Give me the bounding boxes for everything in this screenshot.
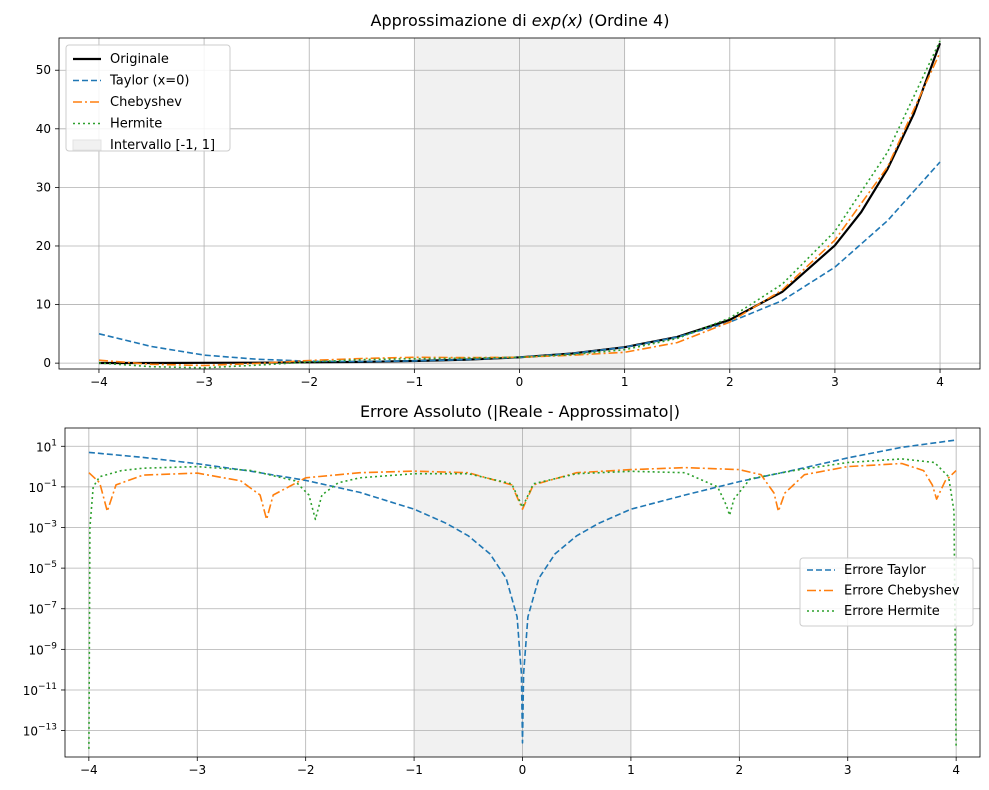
y-tick-label: 10−9 [28,641,57,657]
x-tick-label: −1 [405,763,423,777]
y-tick-label: 30 [36,180,51,194]
series-line-3 [98,40,941,369]
y-tick-label: 10−11 [23,682,57,698]
x-tick-label: −1 [406,375,424,389]
legend-label: Intervallo [-1, 1] [110,138,215,153]
series-line-1 [98,161,941,363]
y-tick-label: 101 [36,438,57,454]
x-tick-label: 4 [952,763,960,777]
legend-label: Originale [110,52,169,67]
x-tick-label: −3 [188,763,206,777]
legend-label: Taylor (x=0) [109,74,190,89]
x-tick-label: 1 [627,763,635,777]
y-tick-label: 10−13 [23,723,57,739]
y-tick-label: 50 [36,63,51,77]
legend-label: Chebyshev [110,95,182,110]
x-tick-label: 4 [936,375,944,389]
y-tick-label: 0 [43,356,51,370]
series-line-0 [88,439,957,744]
x-tick-label: 2 [736,763,744,777]
y-tick-label: 10 [36,298,51,312]
bottom-chart: Errore Assoluto (|Reale - Approssimato|)… [23,402,981,777]
legend-box [799,557,974,627]
x-tick-label: −3 [195,375,213,389]
x-tick-label: 3 [844,763,852,777]
bottom-chart-title: Errore Assoluto (|Reale - Approssimato|) [360,402,680,421]
y-tick-label: 10−5 [28,560,57,576]
legend-label: Errore Chebyshev [844,584,960,599]
legend-label: Errore Taylor [844,563,927,578]
legend-patch [72,139,102,151]
legend-label: Errore Hermite [844,604,940,619]
top-chart-frame [58,37,981,370]
series-line-1 [88,462,957,521]
x-tick-label: −4 [80,763,98,777]
x-tick-label: 3 [831,375,839,389]
legend-box [65,44,231,152]
x-tick-label: −4 [90,375,108,389]
top-chart-title: Approssimazione di exp(x) (Ordine 4) [371,11,670,30]
x-tick-label: 2 [726,375,734,389]
legend-label: Hermite [110,117,162,132]
y-tick-label: 10−3 [28,520,57,536]
top-chart: Approssimazione di exp(x) (Ordine 4) −4 −… [36,11,981,389]
x-tick-label: 0 [516,375,524,389]
y-tick-label: 10−7 [28,601,57,617]
x-tick-label: −2 [297,763,315,777]
series-line-2 [88,458,957,749]
x-tick-label: 0 [519,763,527,777]
y-tick-label: 20 [36,239,51,253]
x-tick-label: 1 [621,375,629,389]
x-tick-label: −2 [300,375,318,389]
y-tick-label: 40 [36,122,51,136]
y-tick-label: 10−1 [28,479,57,495]
bottom-chart-frame [64,427,981,758]
